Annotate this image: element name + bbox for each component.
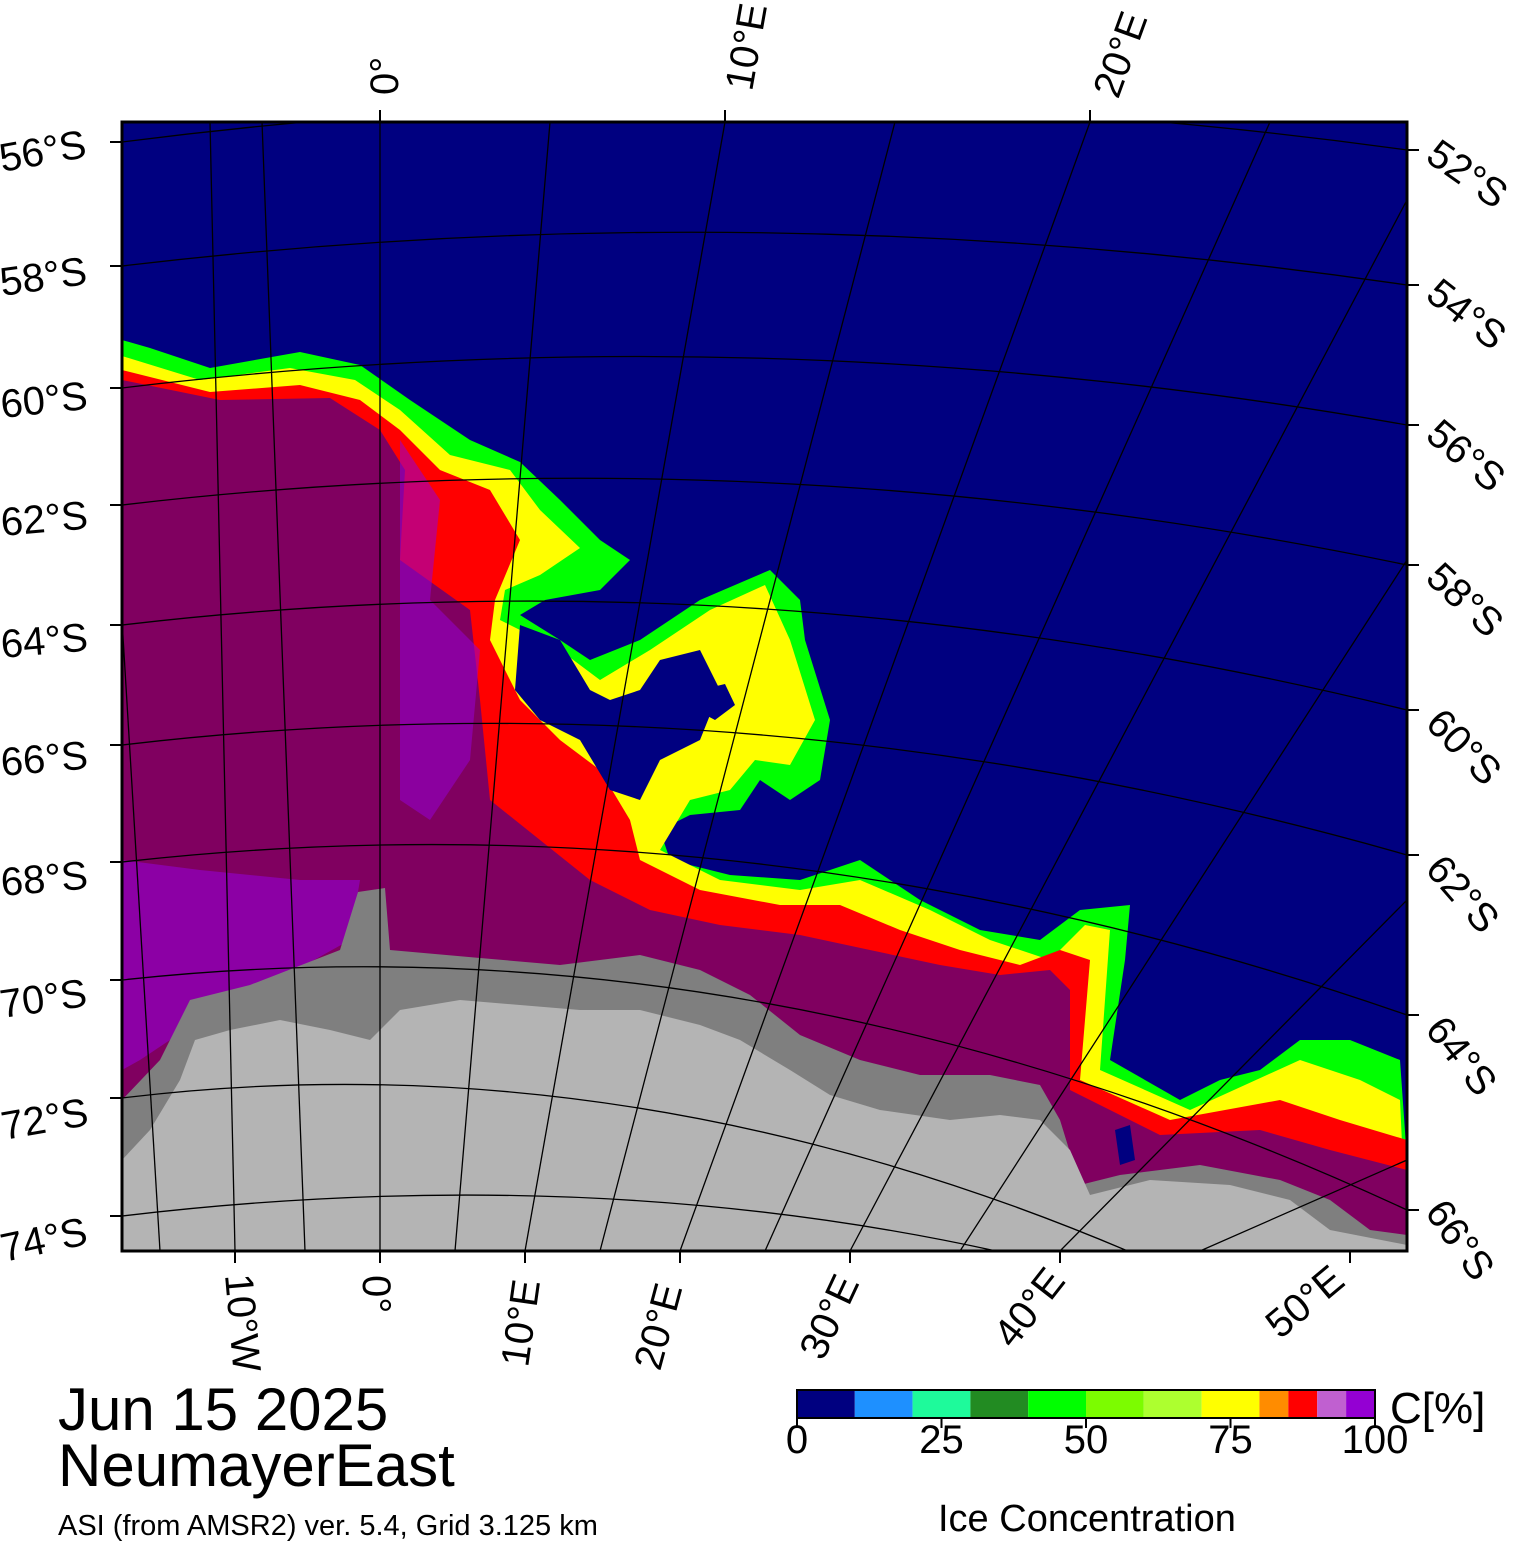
colorbar-bin (970, 1390, 1029, 1418)
land (122, 1000, 1407, 1251)
graticule-lat (122, 843, 1407, 1016)
lat-label-left: 70°S (0, 971, 90, 1027)
colorbar-bin (1288, 1390, 1318, 1418)
graticule-lat (122, 722, 1407, 856)
graticule-lon (599, 122, 896, 1251)
graticule-lat (122, 600, 1407, 711)
graticule (122, 122, 1407, 1251)
graticule-lat (122, 1083, 1130, 1251)
graticule-lon (1059, 899, 1407, 1251)
colorbar-bin (1259, 1390, 1289, 1418)
lon-label-bottom: 10°E (493, 1277, 549, 1369)
graticule-lon (679, 122, 1091, 1251)
lat-label-left: 72°S (0, 1090, 91, 1148)
colorbar-tick-label: 0 (785, 1418, 809, 1462)
lat-label-right: 56°S (1418, 411, 1513, 501)
graticule-lon (454, 122, 551, 1251)
lon-label-bottom: 10°W (216, 1272, 268, 1374)
polynya (515, 625, 720, 800)
lat-label-right: 64°S (1417, 1008, 1505, 1104)
lon-label-bottom: 30°E (791, 1268, 868, 1366)
graticule-lat (122, 1194, 999, 1251)
colorbar-bin (854, 1390, 913, 1418)
graticule-lon (849, 199, 1407, 1251)
lat-label-left: 64°S (0, 616, 90, 667)
lon-label-top: 0° (363, 57, 407, 95)
lat-label-left: 60°S (0, 374, 90, 427)
colorbar-bin (1143, 1390, 1202, 1418)
lat-label-right: 52°S (1419, 131, 1516, 217)
colorbar-bin (1086, 1390, 1144, 1418)
polynya-3 (1115, 1125, 1135, 1165)
colorbar-bin (1317, 1390, 1347, 1418)
map-canvas (122, 122, 1407, 1251)
lon-label-bottom: 0° (354, 1275, 398, 1313)
lat-label-left: 66°S (0, 734, 90, 785)
colorbar-ticks (796, 1418, 1376, 1428)
graticule-lon (209, 122, 236, 1251)
colorbar-tick-label: 50 (1063, 1418, 1109, 1462)
colorbar-bin (1346, 1390, 1375, 1418)
data-source: ASI (from AMSR2) ver. 5.4, Grid 3.125 km (58, 1510, 598, 1542)
lon-label-bottom: 50°E (1258, 1257, 1353, 1347)
colorbar-bin (912, 1390, 971, 1418)
graticule-lat (122, 122, 1407, 151)
colorbar-bin (1028, 1390, 1086, 1418)
polynya-2 (700, 684, 735, 720)
graticule-lon (524, 122, 726, 1251)
lat-label-left: 68°S (0, 854, 90, 905)
lat-label-right: 60°S (1418, 701, 1510, 794)
colorbar (797, 1390, 1375, 1418)
colorbar-tick-label: 25 (919, 1418, 964, 1462)
colorbar-tick-label: 100 (1341, 1418, 1409, 1462)
lat-label-left: 56°S (0, 122, 89, 180)
lon-label-top: 10°E (718, 0, 776, 93)
graticule-lon (1199, 1159, 1407, 1251)
ice-band-purple-2 (400, 440, 480, 820)
lat-label-right: 54°S (1418, 270, 1514, 358)
graticule-lat (122, 355, 1407, 426)
colorbar-tick-label: 75 (1208, 1418, 1253, 1462)
map-frame (120, 120, 1409, 1253)
graticule-lat (122, 966, 1407, 1211)
graticule-lon (764, 122, 1271, 1251)
graticule-lat (122, 477, 1407, 566)
lat-label-right: 58°S (1418, 554, 1512, 646)
graticule-lon (122, 619, 161, 1251)
region-name: NeumayerEast (58, 1432, 455, 1499)
colorbar-bin (1201, 1390, 1260, 1418)
map-date: Jun 15 2025 (58, 1376, 389, 1443)
lat-label-left: 62°S (0, 494, 90, 545)
lat-label-right: 62°S (1417, 847, 1507, 942)
graticule-lon (261, 122, 306, 1251)
lat-label-left: 74°S (0, 1210, 91, 1271)
lon-label-bottom: 20°E (626, 1279, 691, 1375)
lon-label-top: 20°E (1085, 6, 1156, 103)
colorbar-title: Ice Concentration (938, 1498, 1236, 1540)
colorbar-bin (797, 1390, 855, 1418)
frame-ticks (110, 110, 1419, 1263)
graticule-lon (959, 559, 1407, 1251)
colorbar-unit: C[%] (1390, 1384, 1486, 1433)
graticule-lat (122, 231, 1407, 286)
lat-label-left: 58°S (0, 249, 90, 305)
lat-label-right: 66°S (1417, 1192, 1503, 1289)
lon-label-bottom: 40°E (985, 1260, 1073, 1356)
